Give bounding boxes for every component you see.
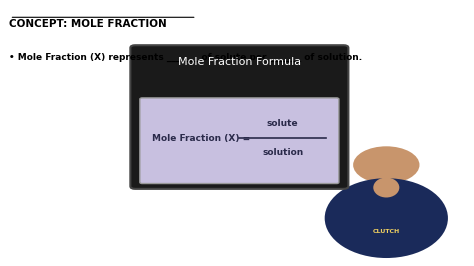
Text: CLUTCH: CLUTCH [373,229,400,234]
Text: • Mole Fraction (X) represents _______ of solute per _______ of solution.: • Mole Fraction (X) represents _______ o… [9,53,363,62]
Ellipse shape [325,178,448,258]
Ellipse shape [373,178,399,197]
FancyBboxPatch shape [130,45,348,189]
Circle shape [353,146,419,184]
Text: Mole Fraction (X) =: Mole Fraction (X) = [152,134,253,143]
Text: Mole Fraction Formula: Mole Fraction Formula [178,57,301,67]
Text: CONCEPT: MOLE FRACTION: CONCEPT: MOLE FRACTION [9,19,167,29]
FancyBboxPatch shape [140,98,339,184]
Text: solute: solute [267,119,299,128]
Text: solution: solution [262,148,303,157]
